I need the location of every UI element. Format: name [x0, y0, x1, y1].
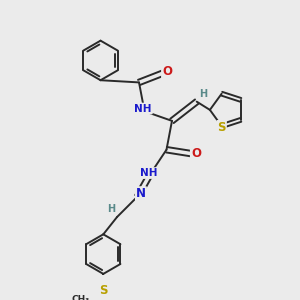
Text: H: H: [199, 89, 207, 99]
Text: NH: NH: [134, 103, 152, 113]
Text: H: H: [107, 204, 115, 214]
Text: O: O: [162, 65, 172, 78]
Text: S: S: [99, 284, 107, 297]
Text: NH: NH: [140, 168, 158, 178]
Text: N: N: [136, 187, 146, 200]
Text: S: S: [218, 121, 226, 134]
Text: O: O: [191, 147, 201, 160]
Text: CH₃: CH₃: [71, 295, 90, 300]
